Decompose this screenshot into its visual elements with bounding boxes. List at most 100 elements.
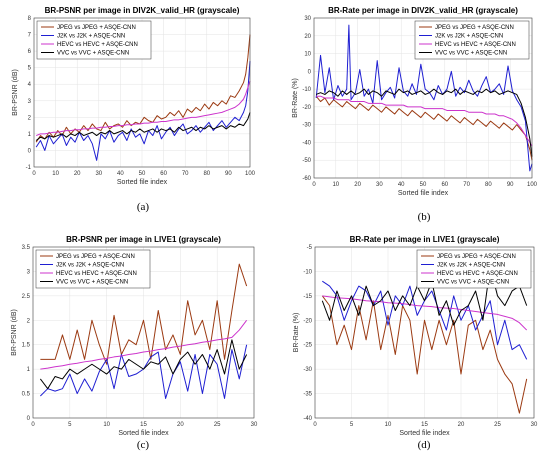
y-tick-label: 1: [27, 367, 31, 373]
x-tick-label: 70: [463, 182, 470, 188]
y-tick-label: -10: [303, 269, 312, 275]
panel-caption: (a): [137, 201, 150, 213]
x-tick-label: 20: [177, 422, 184, 428]
y-tick-label: -40: [303, 416, 312, 422]
x-tick-label: 10: [332, 182, 339, 188]
x-tick-label: 5: [350, 422, 354, 428]
x-tick-label: 30: [531, 422, 538, 428]
axes-frame: [33, 17, 251, 168]
x-tick-label: 15: [421, 422, 428, 428]
y-tick-label: -30: [302, 123, 311, 129]
legend-label-3: HEVC vs HEVC + ASQE-CNN: [437, 271, 518, 277]
y-tick-label: -20: [302, 105, 311, 111]
chart-title: BR-Rate per image in DIV2K_valid_HR (gra…: [328, 6, 518, 15]
x-tick-label: 50: [420, 182, 427, 188]
legend: JPEG vs JPEG + ASQE-CNN J2K vs J2K + ASQE…: [35, 249, 151, 289]
legend-label-2: J2K vs J2K + ASQE-CNN: [56, 263, 124, 269]
y-tick-label: 3.5: [22, 245, 31, 251]
x-axis-label: Sorted file index: [398, 190, 449, 197]
x-tick-label: 30: [376, 182, 383, 188]
series-line-1: [35, 34, 251, 143]
y-tick-label: 0: [28, 148, 32, 154]
series-line-4: [35, 112, 251, 141]
x-tick-label: 40: [117, 171, 124, 177]
y-tick-label: 4: [28, 82, 32, 88]
series-line-1: [321, 295, 528, 414]
x-tick-label: 60: [160, 171, 167, 177]
y-tick-label: 2: [28, 115, 32, 121]
legend-label-2: J2K vs J2K + ASQE-CNN: [435, 34, 503, 40]
x-tick-label: 80: [203, 171, 210, 177]
legend-label-1: JPEG vs JPEG + ASQE-CNN: [56, 254, 135, 260]
x-tick-label: 15: [140, 422, 147, 428]
x-tick-label: 20: [458, 422, 465, 428]
x-tick-label: 0: [32, 171, 36, 177]
chart-title: BR-Rate per image in LIVE1 (grayscale): [350, 235, 500, 244]
y-tick-label: 0: [308, 69, 312, 75]
series-line-3: [35, 80, 251, 137]
y-tick-label: -1: [26, 165, 32, 171]
x-tick-label: 100: [245, 171, 256, 177]
legend-label-3: HEVC vs HEVC + ASQE-CNN: [56, 271, 137, 277]
y-tick-label: -60: [302, 176, 311, 182]
legend-label-4: VVC vs VVC + ASQE-CNN: [437, 280, 509, 286]
y-tick-label: -5: [307, 245, 313, 251]
y-tick-label: 2: [27, 318, 31, 324]
series-line-4: [315, 88, 533, 157]
axes-frame: [314, 246, 535, 419]
y-tick-label: 7: [28, 33, 32, 39]
legend-label-3: HEVC vs HEVC + ASQE-CNN: [435, 42, 516, 48]
legend-label-3: HEVC vs HEVC + ASQE-CNN: [57, 42, 138, 48]
x-axis-label: Sorted file index: [399, 430, 450, 437]
legend-label-1: JPEG vs JPEG + ASQE-CNN: [435, 25, 514, 31]
series-line-3: [316, 95, 533, 147]
y-tick-label: 30: [304, 16, 311, 22]
legend-label-2: J2K vs J2K + ASQE-CNN: [437, 263, 505, 269]
series-line-1: [315, 95, 533, 161]
y-tick-label: 2.5: [22, 294, 31, 300]
y-axis-label: BR-PSNR (dB): [12, 69, 19, 116]
y-tick-label: 1.5: [22, 343, 31, 349]
legend-box: [416, 249, 532, 289]
x-tick-label: 20: [74, 171, 81, 177]
x-tick-label: 100: [527, 182, 538, 188]
legend-box: [414, 20, 530, 60]
x-tick-label: 0: [31, 422, 35, 428]
chart-panel-1: 0 10 20 30 40 50 60 70 80 90 100-1012345678BR-PSNR…: [12, 6, 256, 213]
y-tick-label: 3: [27, 269, 31, 275]
chart-title: BR-PSNR per image in DIV2K_valid_HR (gra…: [45, 6, 240, 15]
axes-frame: [32, 246, 255, 419]
x-tick-label: 10: [52, 171, 59, 177]
x-tick-label: 50: [139, 171, 146, 177]
y-tick-label: -50: [302, 158, 311, 164]
legend-label-4: VVC vs VVC + ASQE-CNN: [435, 51, 507, 57]
x-tick-label: 30: [251, 422, 258, 428]
x-tick-label: 30: [95, 171, 102, 177]
x-axis-label: Sorted file index: [117, 179, 168, 186]
panel-caption: (b): [418, 211, 431, 223]
legend: JPEG vs JPEG + ASQE-CNN J2K vs J2K + ASQE…: [414, 20, 530, 60]
legend-box: [35, 249, 151, 289]
x-tick-label: 10: [385, 422, 392, 428]
panel-caption: (d): [418, 439, 431, 451]
series-line-3: [40, 319, 248, 370]
legend-label-4: VVC vs VVC + ASQE-CNN: [56, 280, 128, 286]
series-line-2: [35, 61, 251, 161]
x-tick-label: 90: [225, 171, 232, 177]
series-line-1: [40, 263, 248, 365]
y-tick-label: 10: [304, 52, 311, 58]
x-tick-label: 5: [68, 422, 72, 428]
series-line-3: [322, 295, 528, 331]
y-tick-label: 5: [28, 66, 32, 72]
x-tick-label: 80: [485, 182, 492, 188]
legend-label-2: J2K vs J2K + ASQE-CNN: [57, 34, 125, 40]
legend-label-1: JPEG vs JPEG + ASQE-CNN: [437, 254, 516, 260]
legend-box: [36, 20, 152, 60]
x-tick-label: 0: [313, 422, 317, 428]
chart-panel-3: 0 5 10 15 20 25 30 0 0.5 1 1.5 2 2.5 3 3.5 BR-PSNR per …: [11, 235, 258, 451]
legend: JPEG vs JPEG + ASQE-CNN J2K vs J2K + ASQE…: [36, 20, 152, 60]
y-tick-label: -15: [303, 294, 312, 300]
y-tick-label: 6: [28, 49, 32, 55]
series-line-2: [315, 24, 533, 172]
